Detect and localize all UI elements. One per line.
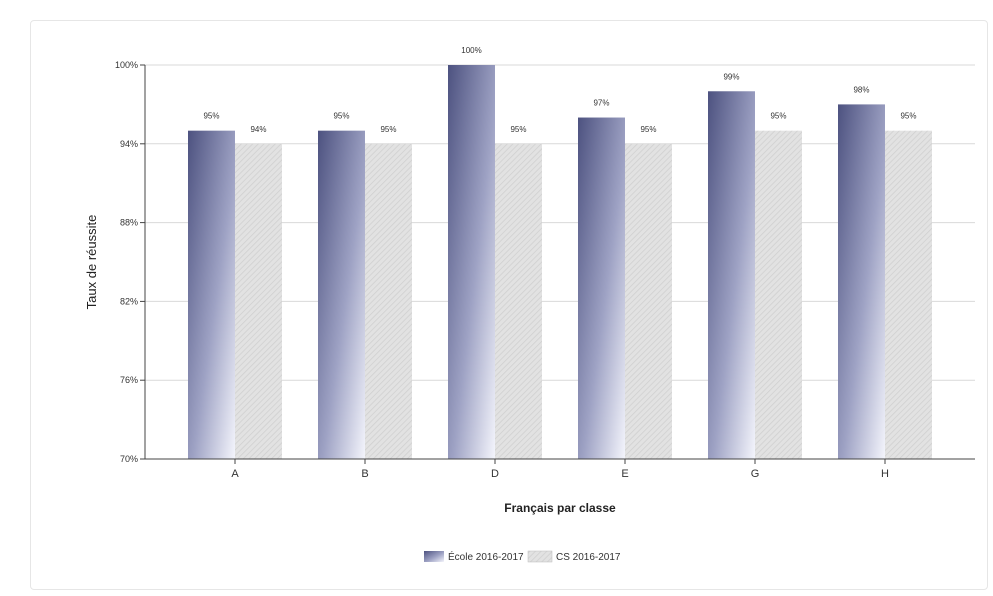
data-label: 94% (250, 125, 266, 134)
legend-label-cs: CS 2016-2017 (556, 552, 621, 563)
bars: 95% 94% 95% 95% 100% 95% 97% 95% 99% 95% 98% 95% (188, 46, 932, 460)
data-label: 97% (593, 99, 609, 108)
data-label: 98% (853, 85, 869, 94)
bar-cs (235, 143, 282, 460)
y-tick-label: 94% (120, 139, 138, 149)
y-tick-label: 100% (115, 60, 138, 70)
x-tick-label: H (881, 468, 889, 480)
data-label: 100% (461, 46, 481, 55)
data-label: 95% (510, 125, 526, 134)
bar-school (838, 104, 885, 460)
bar-cs (755, 130, 802, 459)
y-axis-title: Taux de réussite (84, 215, 99, 310)
axes: 70% 76% 82% 88% 94% 100% A B D E G H (115, 60, 975, 480)
bar-school (318, 130, 365, 459)
y-tick-label: 70% (120, 454, 138, 464)
bar-school (448, 65, 495, 459)
y-tick-label: 76% (120, 375, 138, 385)
y-tick-label: 82% (120, 296, 138, 306)
data-label: 95% (333, 112, 349, 121)
x-tick-label: E (621, 468, 628, 480)
x-axis-title: Français par classe (504, 501, 616, 515)
legend-swatch-school (424, 551, 444, 562)
y-tick-label: 88% (120, 218, 138, 228)
data-label: 95% (380, 125, 396, 134)
bar-school (578, 117, 625, 460)
x-tick-label: B (361, 468, 368, 480)
data-label: 95% (203, 112, 219, 121)
x-tick-label: G (751, 468, 760, 480)
bar-cs (885, 130, 932, 459)
bar-cs (365, 143, 412, 460)
bar-cs (495, 143, 542, 460)
legend-label-school: École 2016-2017 (448, 550, 524, 563)
legend-swatch-cs (527, 550, 553, 563)
x-tick-label: A (231, 468, 239, 480)
data-label: 95% (900, 112, 916, 121)
data-label: 95% (770, 112, 786, 121)
legend: École 2016-2017 CS 2016-2017 (424, 550, 621, 563)
bar-cs (625, 143, 672, 460)
bar-school (708, 91, 755, 460)
data-label: 95% (640, 125, 656, 134)
data-label: 99% (723, 72, 739, 81)
bar-school (188, 130, 235, 459)
x-tick-label: D (491, 468, 499, 480)
